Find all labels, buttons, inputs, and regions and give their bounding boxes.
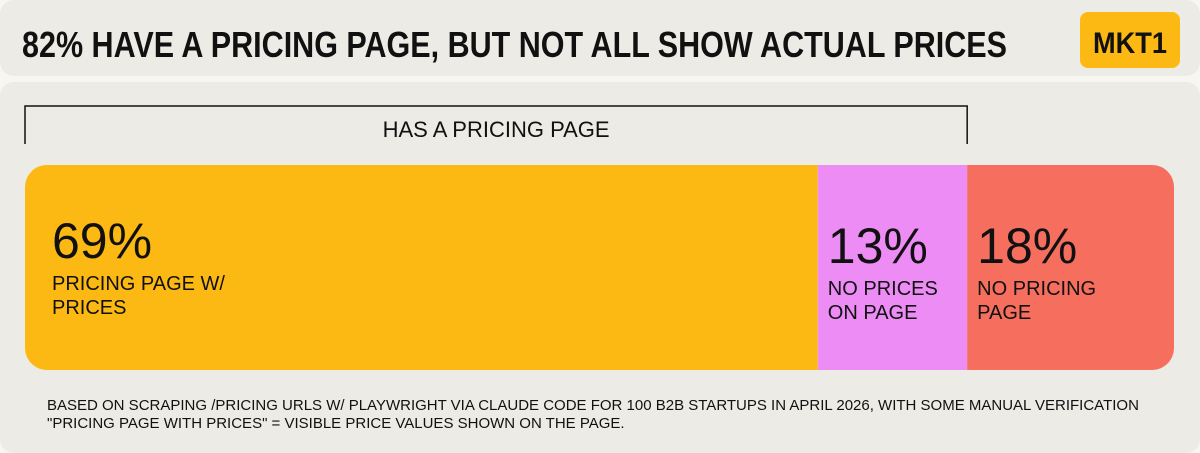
legend-label: NO PRICES ON PAGE — [828, 278, 938, 324]
footnote: BASED ON SCRAPING /PRICING URLS W/ PLAYW… — [47, 397, 1139, 414]
value-label: 18% — [977, 218, 1077, 274]
value-label: 69% — [52, 213, 152, 269]
legend-label: NO PRICING PAGE — [977, 278, 1096, 324]
bar-group — [25, 165, 1174, 370]
footnote: "PRICING PAGE WITH PRICES" = VISIBLE PRI… — [47, 415, 625, 432]
bar-segment — [817, 165, 968, 370]
bar-segment — [967, 165, 1174, 370]
value-label: 13% — [828, 218, 928, 274]
chart-title: 82% HAVE A PRICING PAGE, BUT NOT ALL SHO… — [22, 24, 1007, 65]
bracket — [24, 105, 968, 144]
annotation: HAS A PRICING PAGE — [383, 117, 610, 142]
header-panel — [0, 0, 1200, 76]
legend-label: PRICING PAGE W/PRICES — [52, 273, 225, 319]
logo-badge — [1080, 12, 1180, 68]
logo: MKT1 — [1093, 27, 1167, 60]
bar-segment — [25, 165, 818, 370]
